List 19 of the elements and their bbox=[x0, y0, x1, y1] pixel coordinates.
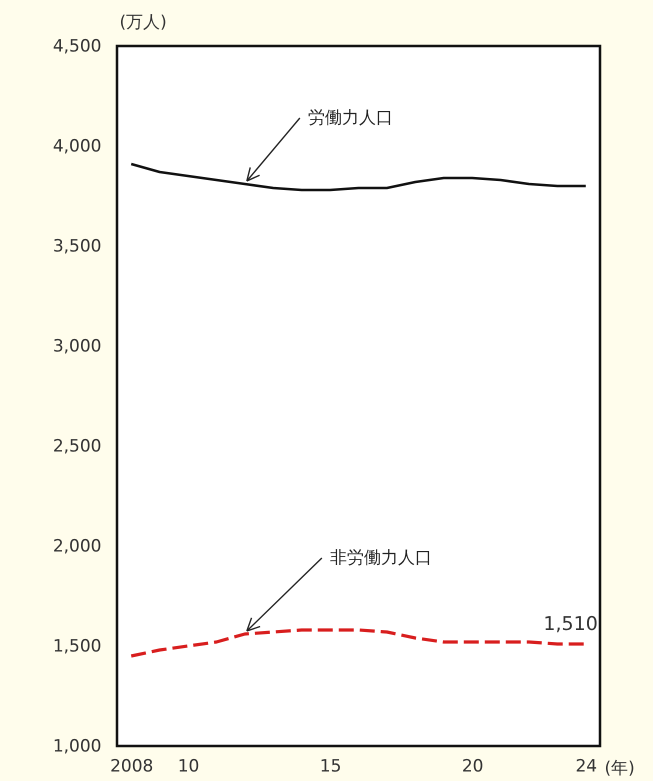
data-label: 1,510 bbox=[543, 613, 598, 635]
y-tick-label: 3,000 bbox=[52, 336, 102, 356]
x-tick-label: 10 bbox=[178, 756, 200, 776]
x-tick-label: 2008 bbox=[110, 756, 154, 776]
y-tick-label: 4,000 bbox=[52, 136, 102, 156]
line-series bbox=[130, 162, 588, 192]
x-tick-label: 24 bbox=[575, 756, 598, 776]
annotation: 非労働力人口 bbox=[330, 548, 432, 568]
y-tick-label: 1,500 bbox=[52, 636, 102, 656]
y-tick-label: 3,500 bbox=[52, 236, 102, 256]
annotation: 労働力人口 bbox=[308, 108, 393, 128]
x-tick-label: 15 bbox=[320, 756, 342, 776]
y-tick-label: 1,000 bbox=[52, 736, 102, 756]
x-axis-title: (年) bbox=[604, 758, 635, 778]
x-tick-label: 20 bbox=[462, 756, 484, 776]
y-tick-label: 2,500 bbox=[52, 436, 102, 456]
y-axis-title: (万人) bbox=[120, 12, 167, 32]
y-tick-label: 4,500 bbox=[52, 36, 102, 56]
y-tick-label: 2,000 bbox=[52, 536, 102, 556]
